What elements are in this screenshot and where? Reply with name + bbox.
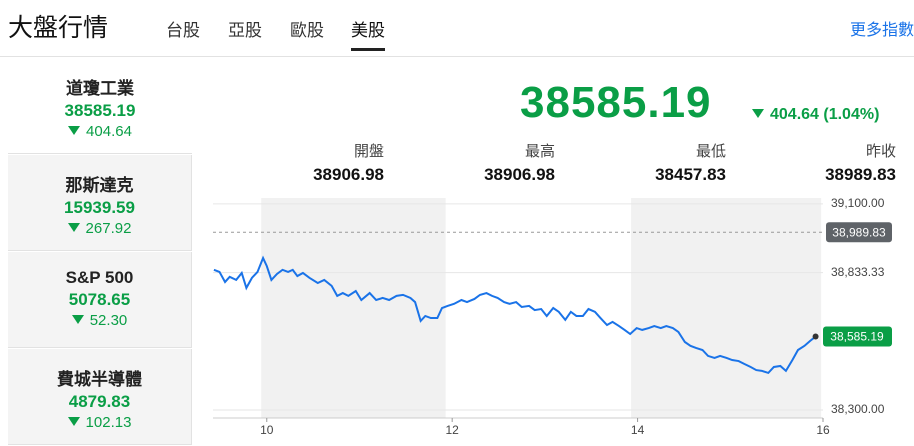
down-arrow xyxy=(752,109,764,118)
index-name: S&P 500 xyxy=(65,268,134,287)
market-tab[interactable]: 亞股 xyxy=(228,21,262,40)
last-price-label: 38,585.19 xyxy=(830,330,884,344)
index-name: 費城半導體 xyxy=(57,370,142,389)
down-arrow xyxy=(71,315,84,324)
session-band xyxy=(631,198,822,418)
index-item[interactable]: 那斯達克 15939.59 267.92 xyxy=(8,155,192,251)
prev-close-tag xyxy=(826,222,892,243)
stat-value: 38906.98 xyxy=(484,165,555,184)
market-tab[interactable]: 台股 xyxy=(166,21,200,40)
index-item[interactable]: S&P 500 5078.65 52.30 xyxy=(8,252,192,348)
index-change: 52.30 xyxy=(89,312,128,329)
stat: 最高 38906.98 xyxy=(395,140,555,185)
x-tick-label: 10 xyxy=(260,423,274,437)
index-value: 38585.19 xyxy=(64,101,136,120)
last-point xyxy=(812,333,819,340)
index-change: 267.92 xyxy=(85,220,132,237)
down-arrow xyxy=(67,417,80,426)
stat-label: 開盤 xyxy=(353,143,384,160)
stat-value: 38989.83 xyxy=(825,165,896,184)
stat: 最低 38457.83 xyxy=(566,140,726,185)
index-item[interactable]: 費城半導體 4879.83 102.13 xyxy=(8,349,192,445)
y-tick-label: 38,833.33 xyxy=(831,265,885,279)
stat-label: 昨收 xyxy=(865,143,896,160)
session-band xyxy=(261,198,446,418)
index-item[interactable]: 道瓊工業 38585.19 404.64 xyxy=(8,58,192,154)
y-tick-label: 38,300.00 xyxy=(831,402,885,416)
market-tab[interactable]: 美股 xyxy=(351,16,385,51)
price-change: 404.64 (1.04%) xyxy=(770,106,880,123)
down-arrow xyxy=(67,223,80,232)
current-price: 38585.19 xyxy=(520,78,712,127)
stat-label: 最低 xyxy=(695,143,726,160)
stat: 昨收 38989.83 xyxy=(736,140,896,185)
down-arrow xyxy=(68,126,81,135)
page-title: 大盤行情 xyxy=(8,14,109,42)
index-value: 15939.59 xyxy=(64,198,135,217)
stat-value: 38906.98 xyxy=(313,165,384,184)
more-indices-link[interactable]: 更多指數 xyxy=(850,22,914,39)
index-change-row: 404.64 xyxy=(8,123,192,140)
index-change: 102.13 xyxy=(85,414,132,431)
index-change-row: 52.30 xyxy=(8,312,191,329)
x-tick-label: 14 xyxy=(631,423,645,437)
divider xyxy=(0,56,914,57)
price-change-row: 404.64 (1.04%) xyxy=(752,106,879,124)
index-change-row: 267.92 xyxy=(8,220,191,237)
index-value: 5078.65 xyxy=(68,290,131,309)
index-name: 道瓊工業 xyxy=(66,79,134,98)
market-tab[interactable]: 歐股 xyxy=(290,21,324,40)
index-change-row: 102.13 xyxy=(8,414,191,431)
price-line xyxy=(213,255,817,375)
x-tick-label: 16 xyxy=(816,423,830,437)
y-tick-label: 39,100.00 xyxy=(831,196,885,210)
stat: 開盤 38906.98 xyxy=(224,140,384,185)
index-name: 那斯達克 xyxy=(65,176,134,195)
x-tick-label: 12 xyxy=(445,423,459,437)
prev-close-label: 38,989.83 xyxy=(832,225,886,239)
stat-value: 38457.83 xyxy=(655,165,726,184)
index-value: 4879.83 xyxy=(68,392,131,411)
last-price-tag xyxy=(823,326,892,347)
stat-label: 最高 xyxy=(524,143,555,160)
index-change: 404.64 xyxy=(86,123,132,140)
